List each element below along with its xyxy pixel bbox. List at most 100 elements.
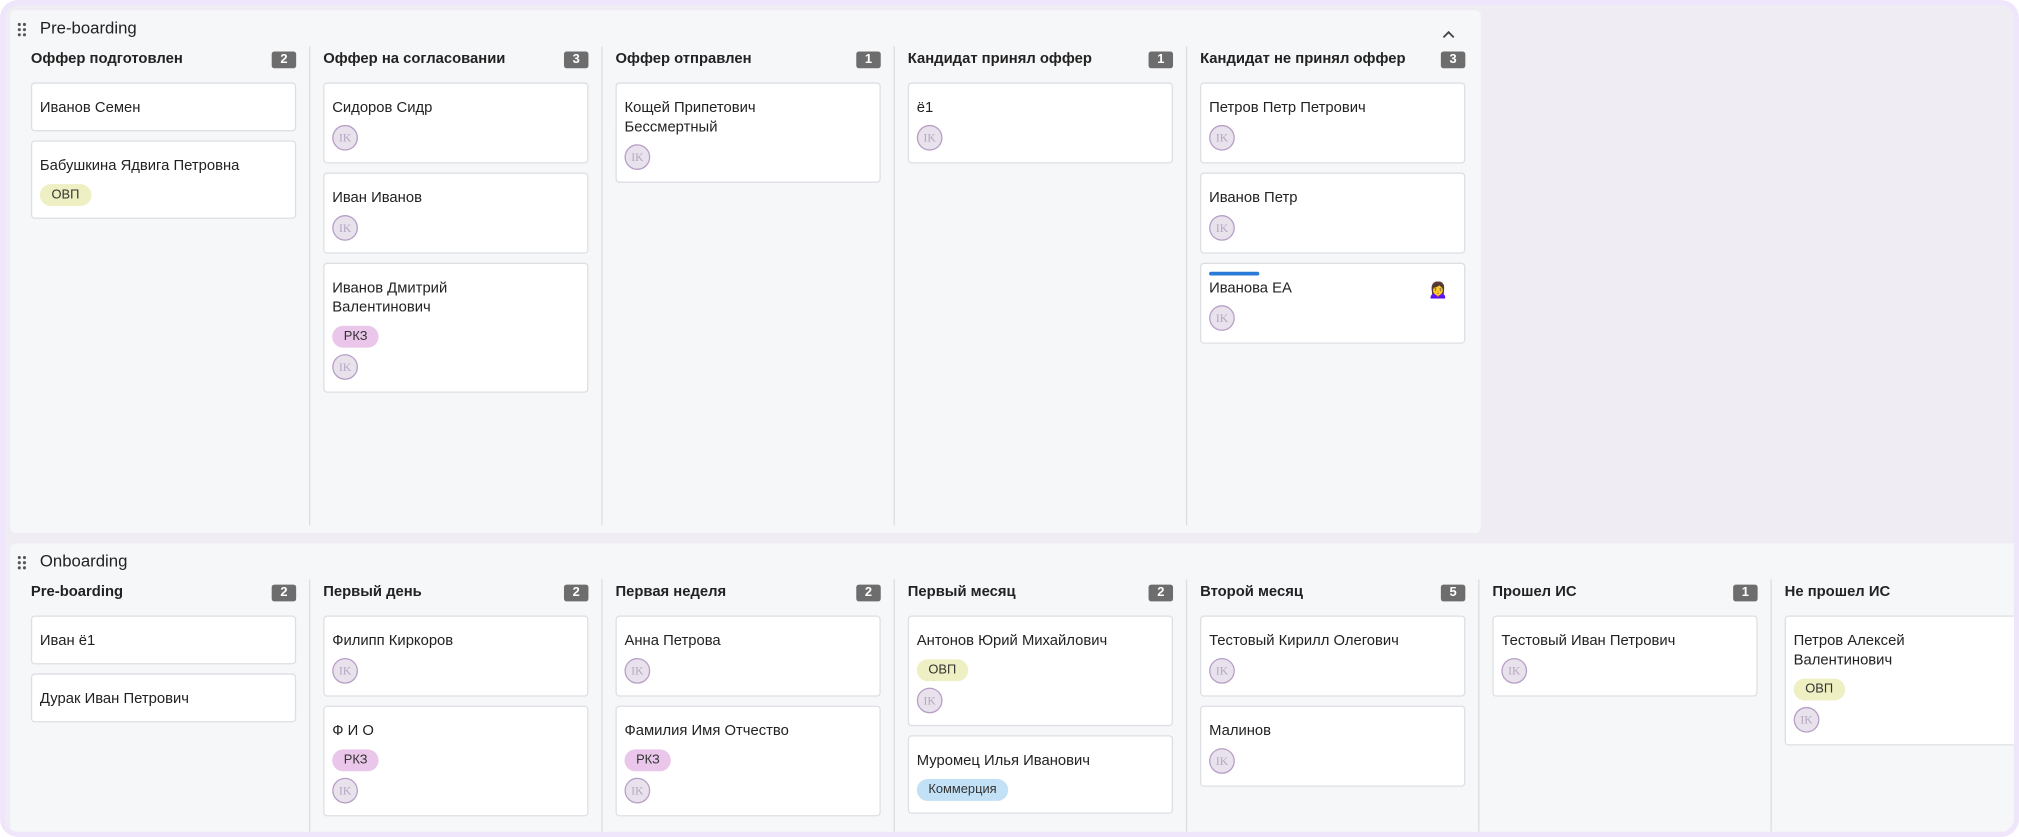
candidate-card[interactable]: Дурак Иван Петрович — [30, 673, 297, 723]
candidate-card[interactable]: Иванов Семен — [30, 82, 297, 132]
avatar: IK — [1209, 305, 1235, 331]
column: Первый день 2 Филипп Киркоров IK Ф И О РКЗ IK — [310, 579, 603, 832]
candidate-name: ё1 — [916, 100, 934, 116]
avatar: IK — [332, 124, 358, 151]
candidate-name: Тестовый Иван Петрович — [1501, 633, 1676, 649]
board-header: Pre-boarding — [10, 10, 1480, 43]
count-badge: 1 — [856, 50, 881, 68]
column: Оффер на согласовании 3 Сидоров Сидр IK Иван… — [310, 46, 603, 526]
column-header: Оффер подготовлен 2 — [30, 46, 297, 72]
column-title: Оффер подготовлен — [30, 51, 183, 67]
candidate-name: Фамилия Имя Отчество — [624, 723, 789, 740]
column-title: Первый день — [323, 584, 422, 601]
avatar: IK — [624, 144, 651, 170]
candidate-card[interactable]: Иван ё1 — [30, 615, 297, 665]
candidate-card[interactable]: Сидоров Сидр IK — [323, 82, 589, 164]
candidate-card[interactable]: Бабушкина Ядвига Петровна ОВП — [30, 140, 297, 219]
column: Первый месяц 2 Антонов Юрий Михайлович ОВП I… — [895, 579, 1188, 832]
avatar: IK — [916, 687, 943, 714]
column-title: Первая неделя — [615, 584, 727, 601]
candidate-card[interactable]: Анна Петрова IK — [615, 615, 881, 697]
count-badge: 2 — [271, 50, 297, 68]
candidate-name: Иван Иванов — [332, 190, 422, 207]
avatar: IK — [1209, 657, 1235, 684]
column: Оффер отправлен 1 Кощей Припетович Бессмер… — [603, 46, 895, 526]
count-badge: 1 — [1148, 50, 1174, 68]
column: Не прошел ИС Петров Алексей Валентинович О… — [1772, 579, 2014, 831]
candidate-card[interactable]: Фамилия Имя Отчество РКЗ IK — [615, 705, 881, 817]
tag: ОВП — [39, 184, 91, 207]
candidate-card[interactable]: ё1 IK — [907, 82, 1174, 164]
candidate-name: Иванова ЕА — [1209, 280, 1292, 297]
column-header: Второй месяц 5 — [1200, 579, 1466, 605]
column-title: Первый месяц — [907, 584, 1016, 601]
column-title: Оффер на согласовании — [323, 51, 506, 67]
candidate-card[interactable]: Малинов IK — [1200, 705, 1466, 787]
candidate-card[interactable]: Антонов Юрий Михайлович ОВП IK — [907, 615, 1174, 727]
column-title: Второй месяц — [1200, 584, 1303, 601]
candidate-card[interactable]: Иванов Дмитрий Валентинович РКЗ IK — [323, 262, 589, 393]
candidate-name: Тестовый Кирилл Олегович — [1209, 633, 1399, 649]
column-title: Кандидат принял оффер — [907, 51, 1092, 67]
candidate-name: Антонов Юрий Михайлович — [916, 633, 1108, 649]
candidate-card[interactable]: Филипп Киркоров IK — [323, 615, 589, 697]
candidate-card[interactable]: Муромец Илья Иванович Коммерция — [907, 735, 1174, 814]
board: Onboarding Pre-boarding 2 Иван ё1 Дурак Иван… — [10, 543, 2014, 832]
count-badge: 2 — [563, 583, 589, 601]
candidate-name: Дурак Иван Петрович — [39, 691, 189, 707]
column: Кандидат принял оффер 1 ё1 IK — [895, 46, 1188, 526]
avatar: IK — [624, 777, 651, 804]
column: Оффер подготовлен 2 Иванов Семен Бабушкина … — [18, 46, 311, 526]
tag: РКЗ — [332, 749, 380, 772]
candidate-card[interactable]: 🙍‍♀️ Иванова ЕА IK — [1200, 262, 1466, 344]
candidate-card[interactable]: Иван Иванов IK — [323, 172, 589, 254]
count-badge: 3 — [1440, 50, 1466, 68]
candidate-card[interactable]: Кощей Припетович Бессмертный IK — [615, 82, 881, 183]
candidate-name: Анна Петрова — [624, 633, 721, 649]
board-header: Onboarding — [10, 543, 2014, 577]
candidate-name: Иванов Петр — [1209, 190, 1298, 207]
board: Pre-boarding Оффер подготовлен 2 Иванов Сем… — [10, 10, 1481, 534]
candidate-name: Филипп Киркоров — [332, 633, 454, 649]
column-header: Первый день 2 — [323, 579, 589, 605]
count-badge: 5 — [1440, 583, 1466, 601]
candidate-name: Сидоров Сидр — [332, 100, 433, 116]
drag-handle[interactable] — [15, 554, 28, 577]
avatar: IK — [1209, 748, 1235, 774]
columns: Pre-boarding 2 Иван ё1 Дурак Иван Петрович П… — [18, 579, 2014, 832]
column-title: Pre-boarding — [30, 584, 124, 601]
candidate-card[interactable]: Ф И О РКЗ IK — [323, 705, 589, 817]
avatar: IK — [1209, 124, 1235, 151]
column-header: Прошел ИС 1 — [1492, 579, 1758, 605]
column: Второй месяц 5 Тестовый Кирилл Олегович IK М… — [1187, 579, 1480, 832]
column-header: Pre-boarding 2 — [30, 579, 297, 605]
candidate-name: Ф И О — [332, 723, 374, 740]
candidate-name: Бабушкина Ядвига Петровна — [39, 158, 240, 174]
candidate-card[interactable]: Тестовый Кирилл Олегович IK — [1200, 615, 1466, 697]
candidate-card[interactable]: Тестовый Иван Петрович IK — [1492, 615, 1758, 697]
tag: Коммерция — [916, 779, 1009, 801]
collapse-button[interactable] — [1442, 22, 1455, 45]
column: Кандидат не принял оффер 3 Петров Петр Пет… — [1187, 46, 1478, 525]
column-header: Не прошел ИС — [1785, 579, 2014, 605]
count-badge: 2 — [856, 583, 881, 601]
candidate-name: Иванов Дмитрий Валентинович — [332, 280, 448, 316]
candidate-card[interactable]: Петров Петр Петрович IK — [1200, 82, 1466, 164]
candidate-card[interactable]: Петров Алексей Валентинович ОВП IK — [1784, 615, 2014, 746]
progress-bar — [1209, 271, 1260, 276]
candidate-name: Иванов Семен — [39, 100, 141, 116]
column-title: Кандидат не принял оффер — [1200, 51, 1406, 67]
avatar: IK — [1793, 706, 1820, 733]
tag: РКЗ — [624, 749, 672, 772]
candidate-card[interactable]: Иванов Петр IK — [1200, 172, 1466, 254]
count-badge: 2 — [1148, 583, 1174, 601]
count-badge: 3 — [563, 50, 589, 68]
count-badge: 1 — [1733, 583, 1758, 601]
board-title: Onboarding — [39, 551, 128, 571]
board-title: Pre-boarding — [39, 18, 137, 38]
candidate-name: Малинов — [1209, 723, 1272, 740]
drag-handle[interactable] — [15, 21, 28, 44]
column-header: Кандидат принял оффер 1 — [907, 46, 1174, 72]
